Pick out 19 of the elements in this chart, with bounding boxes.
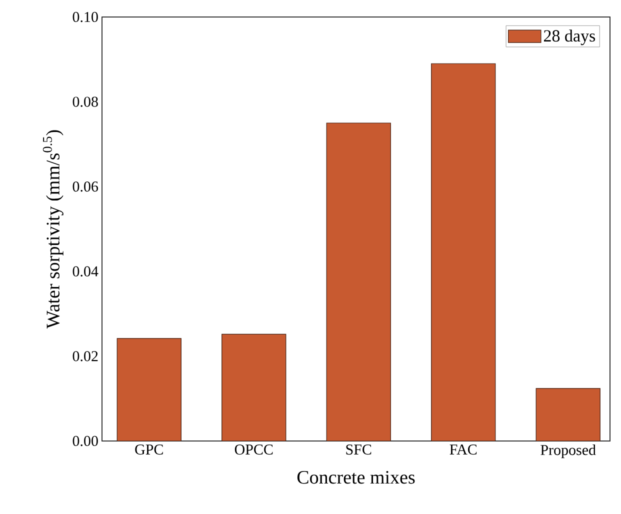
y-axis-title: Water sorptivity (mm/s$^{0.5}$) [42,130,64,329]
bar [536,388,600,441]
x-tick-label: FAC [450,444,477,455]
x-tick-label: GPC [135,444,163,455]
bar [116,338,182,441]
bar [326,122,391,441]
y-tick-label: 0.10 [72,12,98,22]
y-tick-label: 0.06 [72,182,98,192]
bar [431,63,496,441]
y-tick-label: 0.00 [72,436,98,446]
x-tick-label: SFC [346,444,372,455]
y-tick-label: 0.08 [72,96,98,107]
bar [222,334,286,441]
y-tick-label: 0.04 [72,266,98,276]
y-tick-label: 0.02 [72,351,98,362]
x-tick-label: Proposed [540,444,596,458]
x-axis-title: Concrete mixes [297,470,415,484]
legend-label: 28 days [544,30,596,46]
x-tick-label: OPCC [234,444,273,455]
